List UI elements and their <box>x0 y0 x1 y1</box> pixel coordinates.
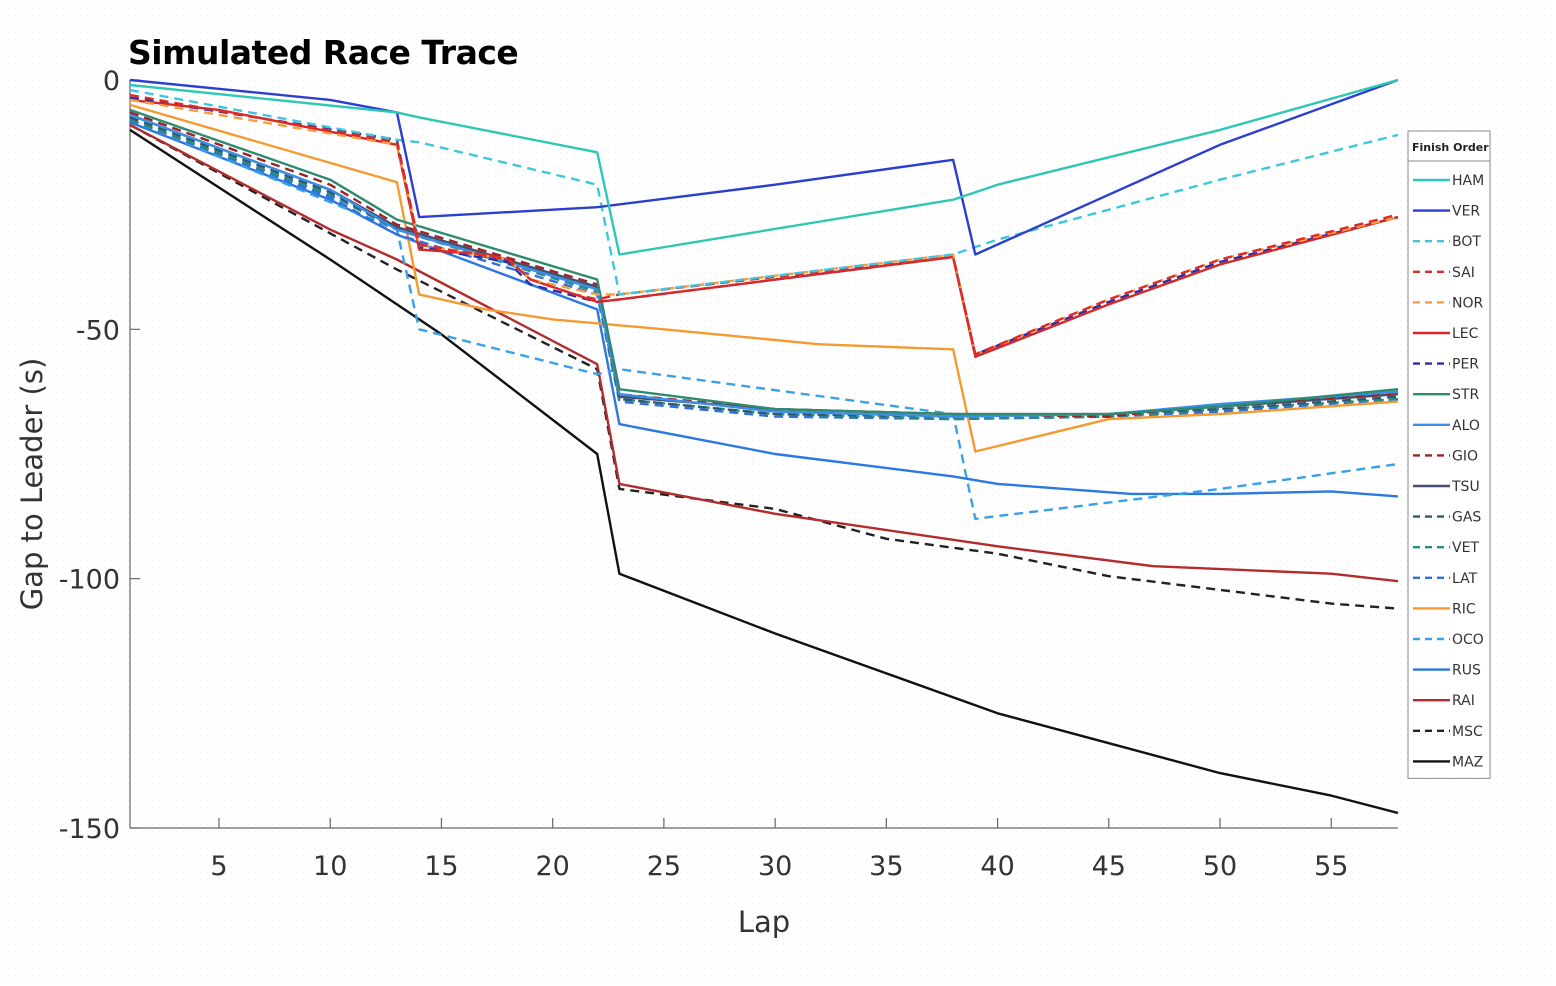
y-tick-label: 0 <box>103 66 120 97</box>
legend-label-gas: GAS <box>1452 510 1481 526</box>
y-tick-label: -150 <box>59 814 120 845</box>
x-tick-label: 45 <box>1092 851 1126 882</box>
legend-label-lec: LEC <box>1452 326 1479 342</box>
series-line-str <box>129 108 1399 416</box>
x-tick-label: 20 <box>535 851 569 882</box>
legend-label-per: PER <box>1452 357 1479 373</box>
series-line-sai <box>129 93 1399 356</box>
legend-label-oco: OCO <box>1452 632 1484 648</box>
y-ticks: 0 -50 -100 -150 <box>59 66 140 845</box>
series-line-alo <box>129 113 1399 418</box>
x-tick-label: 50 <box>1203 851 1237 882</box>
series-line-ham <box>129 78 1399 256</box>
x-ticks: 5 10 15 20 25 30 35 40 45 50 55 <box>210 818 1348 882</box>
x-tick-label: 5 <box>210 851 227 882</box>
series-line-gas <box>129 116 1399 418</box>
legend-title: Finish Order <box>1412 141 1489 154</box>
axes <box>129 80 1398 829</box>
legend-items: HAM VER BOT SAI NOR LEC PER STR ALO GIO TSU GAS VET L… <box>1413 173 1484 770</box>
legend-label-ver: VER <box>1452 204 1480 220</box>
x-tick-label: 10 <box>313 851 347 882</box>
series-line-gio <box>129 111 1399 418</box>
series-line-rus <box>129 121 1399 498</box>
series-line-lat <box>129 118 1399 421</box>
legend-label-bot: BOT <box>1452 234 1481 250</box>
legend-label-rai: RAI <box>1452 693 1475 709</box>
series-line-ric <box>129 103 1399 453</box>
legend-label-gio: GIO <box>1452 448 1478 464</box>
series-line-rai <box>129 123 1399 583</box>
chart-title: Simulated Race Trace <box>128 33 518 72</box>
y-tick-label: -100 <box>59 565 120 596</box>
series-line-maz <box>129 128 1399 815</box>
legend-label-maz: MAZ <box>1452 754 1483 770</box>
x-tick-label: 40 <box>980 851 1014 882</box>
legend-label-alo: ALO <box>1452 418 1480 434</box>
series-line-msc <box>129 123 1399 610</box>
series-line-oco <box>129 118 1399 520</box>
x-tick-label: 55 <box>1314 851 1348 882</box>
y-tick-label: -50 <box>76 315 120 346</box>
x-axis-title: Lap <box>738 905 790 939</box>
x-tick-label: 25 <box>647 851 681 882</box>
y-axis-title: Gap to Leader (s) <box>15 358 49 611</box>
x-tick-label: 35 <box>869 851 903 882</box>
legend-label-str: STR <box>1452 387 1479 403</box>
legend-label-lat: LAT <box>1452 571 1478 587</box>
series-line-per <box>129 96 1399 356</box>
x-tick-label: 15 <box>424 851 458 882</box>
series-lines <box>129 78 1399 815</box>
x-tick-label: 30 <box>758 851 792 882</box>
legend: Finish Order HAM VER BOT SAI NOR LEC PER STR ALO… <box>1407 130 1491 779</box>
legend-label-sai: SAI <box>1452 265 1475 281</box>
legend-label-msc: MSC <box>1452 724 1483 740</box>
legend-label-nor: NOR <box>1452 295 1483 311</box>
legend-label-ham: HAM <box>1452 173 1484 189</box>
series-line-bot <box>129 88 1399 296</box>
legend-label-tsu: TSU <box>1451 479 1480 495</box>
legend-label-ric: RIC <box>1452 601 1476 617</box>
legend-label-rus: RUS <box>1452 663 1481 679</box>
legend-label-vet: VET <box>1452 540 1479 556</box>
series-line-ver <box>129 78 1399 256</box>
